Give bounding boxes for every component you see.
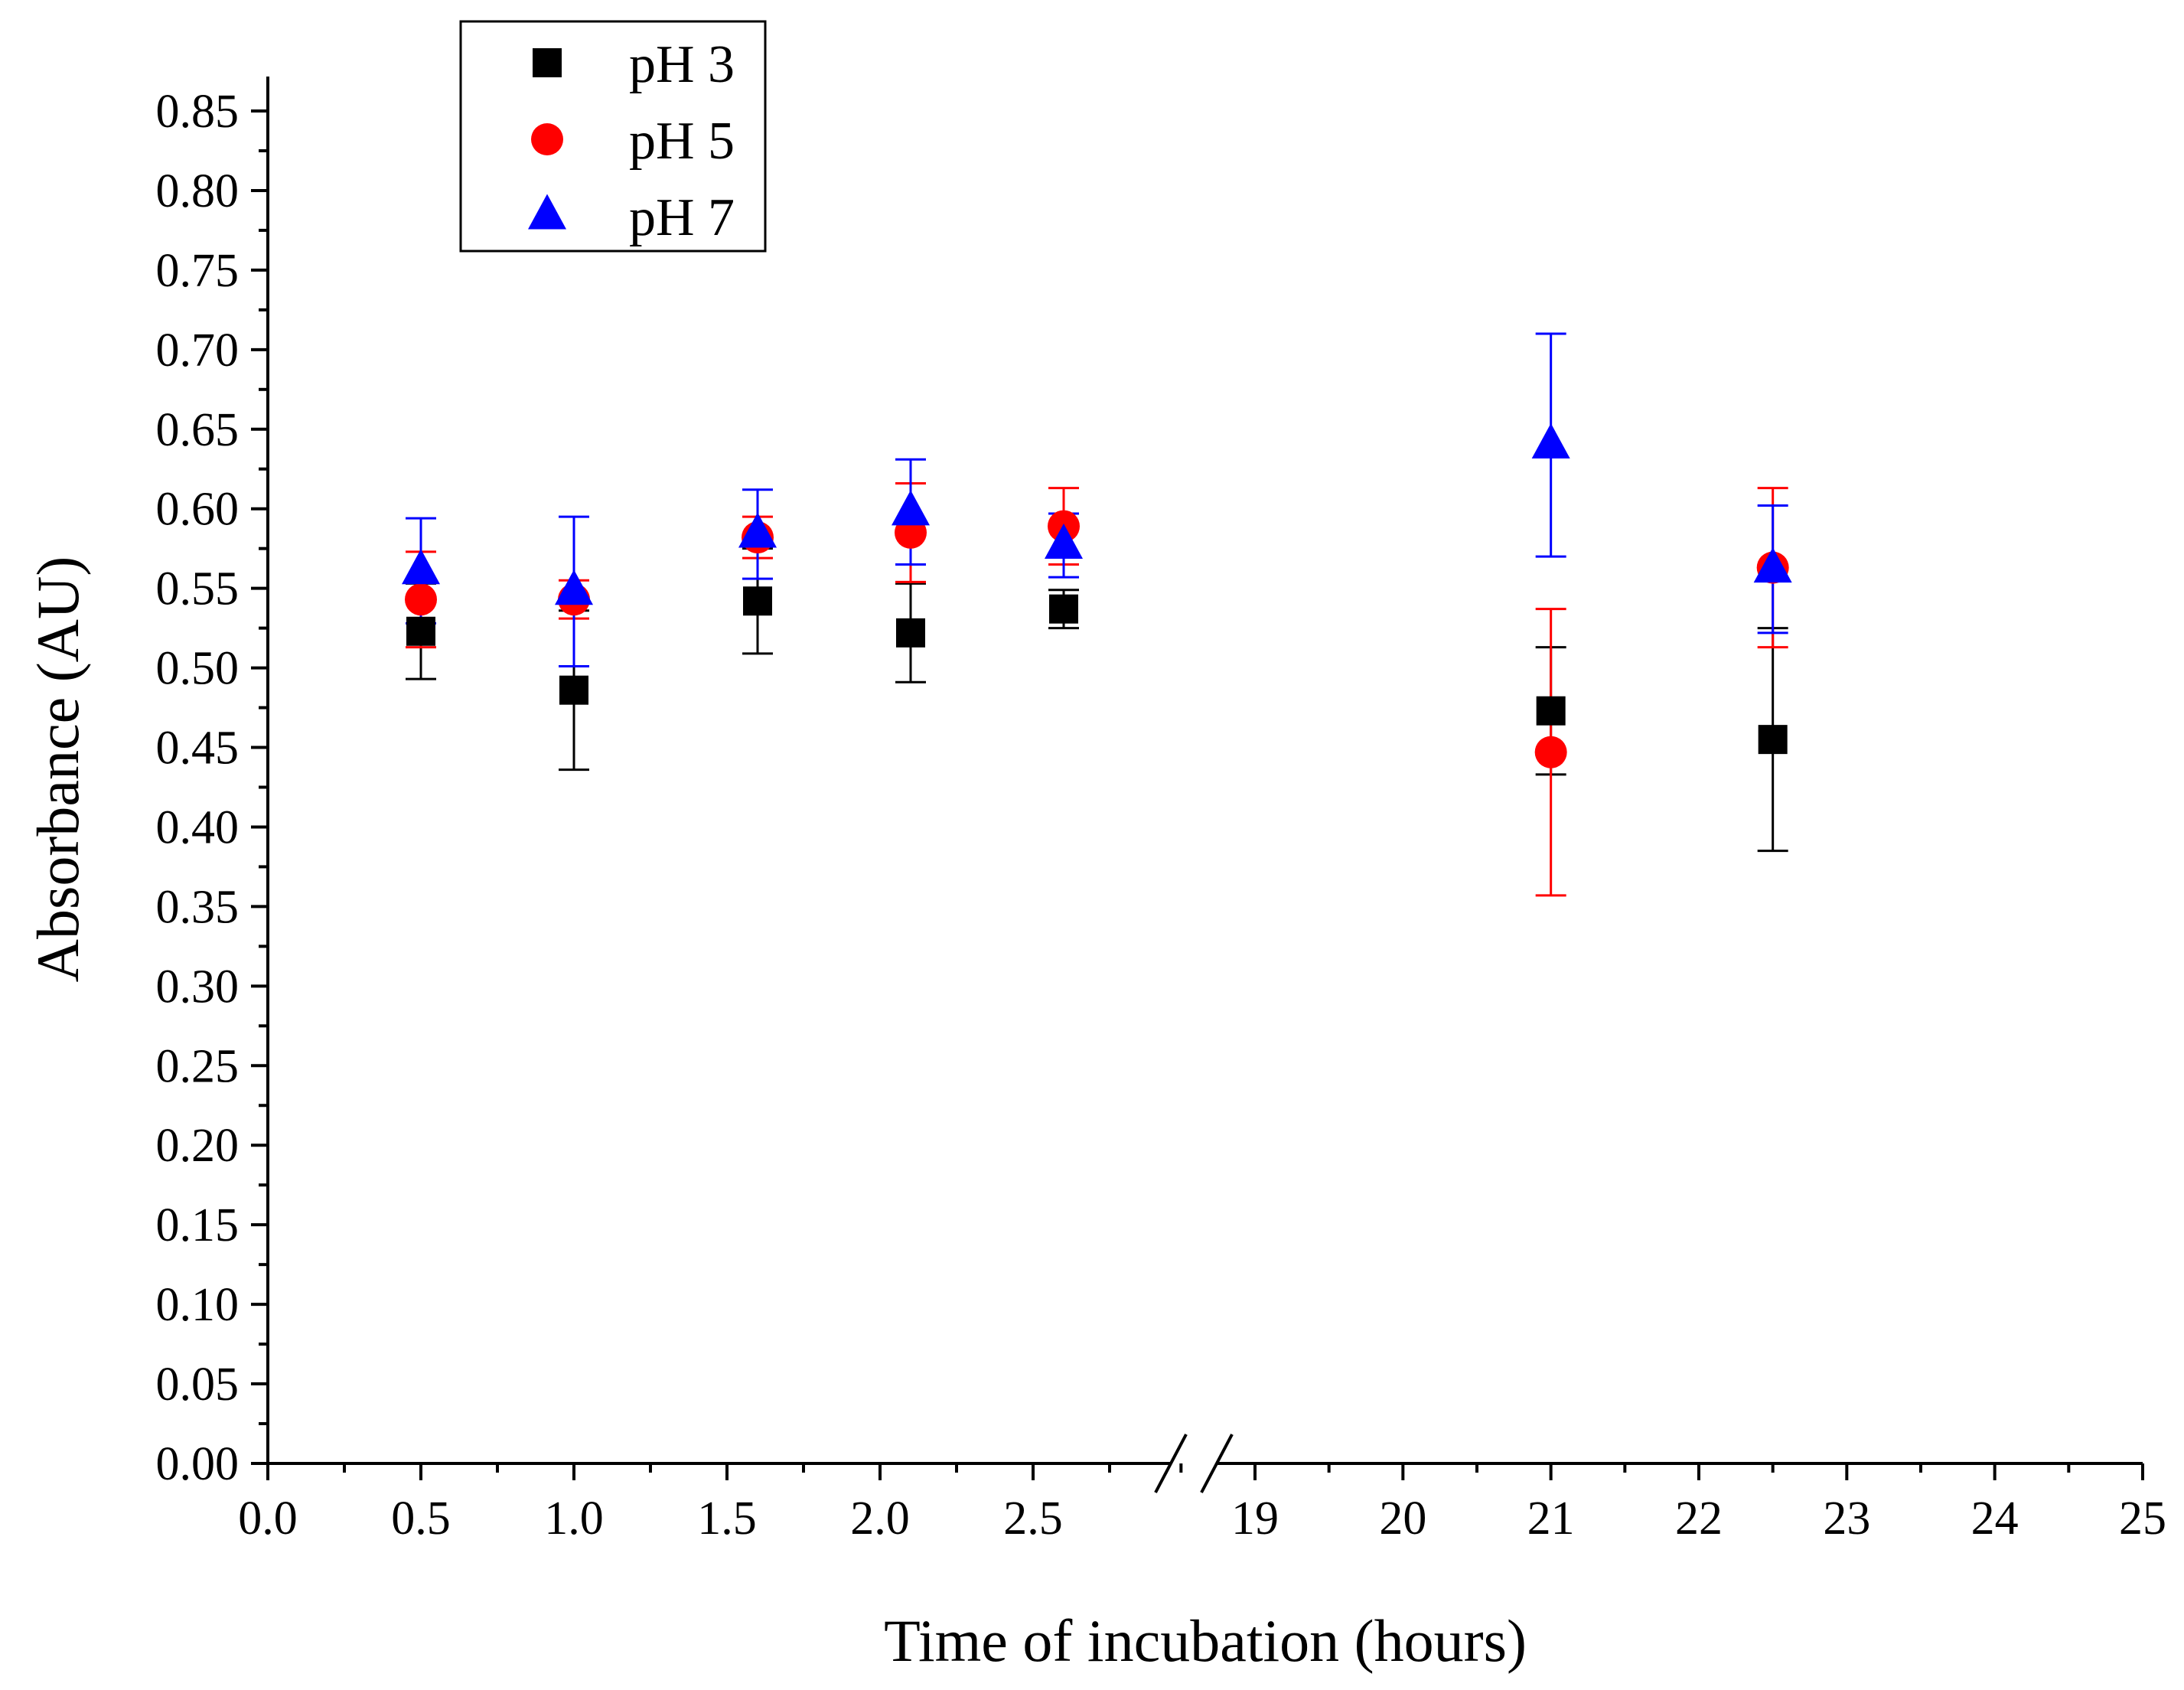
data-point-square <box>1536 696 1566 726</box>
x-tick-label: 19 <box>1231 1493 1279 1545</box>
y-tick-label: 0.70 <box>156 325 240 377</box>
data-point-square <box>896 618 925 648</box>
y-tick-label: 0.65 <box>156 404 240 456</box>
y-tick-label: 0.80 <box>156 165 240 217</box>
legend-label: pH 7 <box>629 188 735 247</box>
data-point-square <box>559 675 588 705</box>
x-tick-label: 21 <box>1527 1493 1575 1545</box>
legend-label: pH 3 <box>629 35 735 94</box>
y-tick-label: 0.35 <box>156 881 240 933</box>
legend-label: pH 5 <box>629 112 735 171</box>
data-point-triangle <box>738 512 777 548</box>
data-point-square <box>1758 725 1788 755</box>
y-tick-label: 0.25 <box>156 1040 240 1092</box>
axis-break-mark-2 <box>1200 1434 1234 1493</box>
data-point-square <box>743 586 772 616</box>
data-point-triangle <box>892 490 930 526</box>
y-tick-label: 0.20 <box>156 1120 240 1172</box>
axis-break-mark-1 <box>1154 1434 1188 1493</box>
data-point-square <box>1049 594 1078 624</box>
axes-group: 0.00 0.05 0.10 0.15 0.20 0.25 0.30 0.35 0.40 0.45… <box>156 77 2166 1545</box>
x-tick-label: 25 <box>2119 1493 2166 1545</box>
y-tick-label: 0.15 <box>156 1199 240 1251</box>
x-tick-label: 22 <box>1675 1493 1723 1545</box>
x-tick-label: 0.5 <box>391 1493 451 1545</box>
legend-marker-circle <box>531 123 563 155</box>
x-tick-label: 0.0 <box>238 1493 298 1545</box>
y-tick-label: 0.00 <box>156 1438 240 1490</box>
legend: pH 3 pH 5 pH 7 <box>459 20 767 253</box>
legend-marker-triangle <box>528 194 566 230</box>
x-tick-label: 23 <box>1823 1493 1870 1545</box>
y-tick-label: 0.55 <box>156 563 240 615</box>
x-tick-label: 20 <box>1379 1493 1426 1545</box>
x-tick-label: 2.0 <box>850 1493 910 1545</box>
y-tick-label: 0.85 <box>156 86 240 138</box>
data-point-square <box>406 616 435 646</box>
x-tick-label: 1.0 <box>544 1493 604 1545</box>
data-point-triangle <box>1753 547 1792 583</box>
y-axis-title: Absorbance (AU) <box>24 556 91 983</box>
x-tick-label: 2.5 <box>1003 1493 1063 1545</box>
y-tick-label: 0.40 <box>156 801 240 853</box>
x-tick-label: 24 <box>1971 1493 2019 1545</box>
legend-marker-square <box>533 48 562 77</box>
data-point-triangle <box>555 569 593 605</box>
data-point-circle <box>1534 736 1567 768</box>
markers-group <box>402 423 1792 768</box>
data-point-circle <box>405 583 437 616</box>
data-point-triangle <box>1531 423 1570 459</box>
y-tick-label: 0.60 <box>156 484 240 536</box>
data-point-triangle <box>402 549 440 585</box>
legend-box <box>459 20 767 253</box>
y-tick-label: 0.30 <box>156 961 240 1013</box>
y-tick-label: 0.10 <box>156 1279 240 1331</box>
x-axis-title: Time of incubation (hours) <box>884 1607 1527 1674</box>
y-tick-label: 0.75 <box>156 245 240 297</box>
data-point-triangle <box>1045 523 1083 559</box>
y-tick-label: 0.50 <box>156 643 240 695</box>
y-tick-label: 0.05 <box>156 1359 240 1411</box>
x-tick-label: 1.5 <box>697 1493 757 1545</box>
y-tick-label: 0.45 <box>156 723 240 775</box>
